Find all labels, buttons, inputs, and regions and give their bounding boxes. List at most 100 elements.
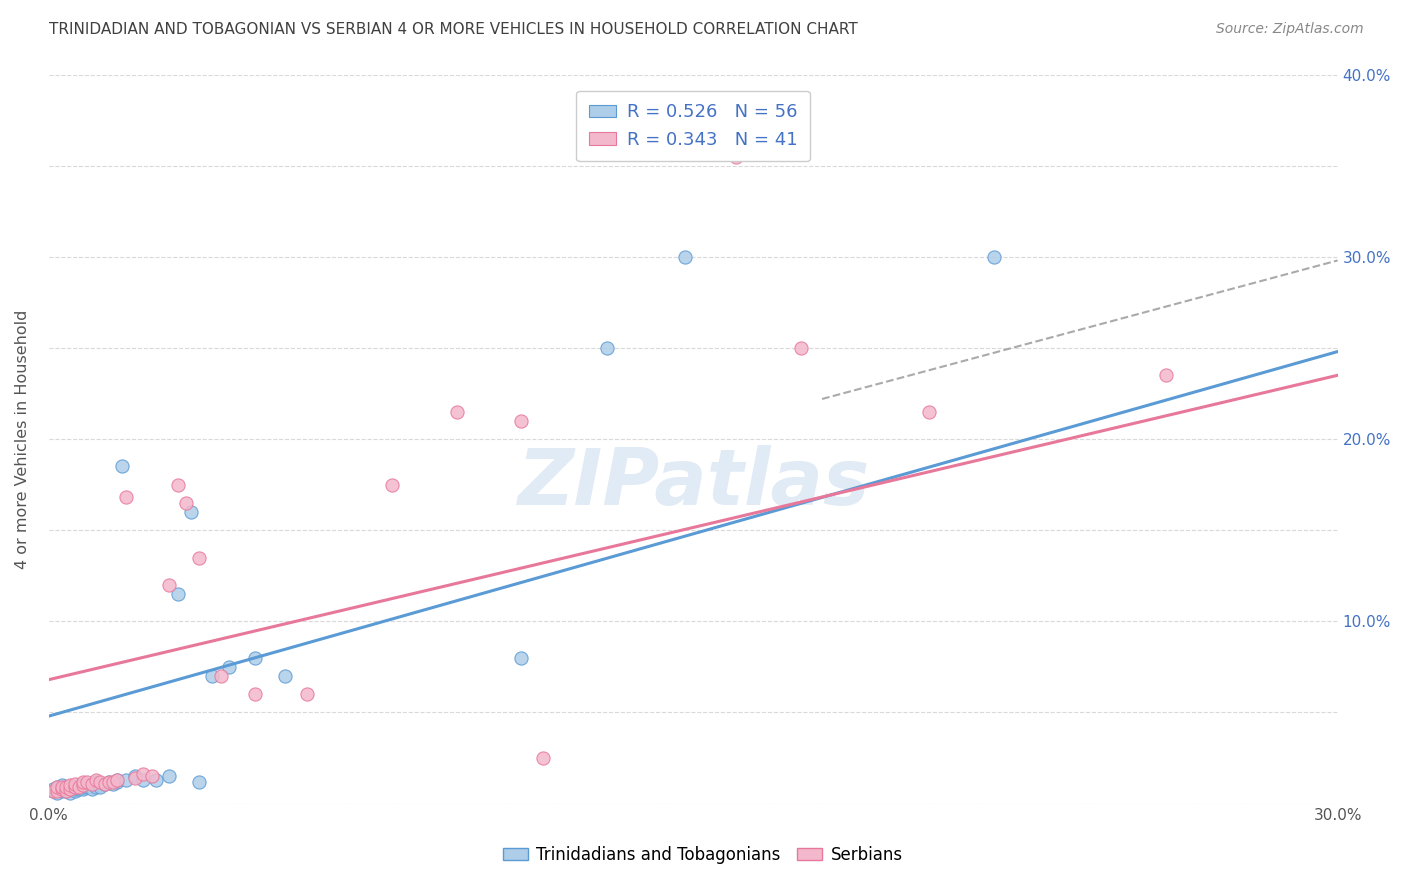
Point [132,767,155,781]
Text: Source: ZipAtlas.com: Source: ZipAtlas.com [1216,22,1364,37]
Point [76,774,98,789]
Point [76,780,98,795]
Point [531,751,554,765]
Point [132,772,155,787]
Point [84,772,107,787]
Point [381,477,404,491]
Point [51,780,73,795]
Point [789,341,811,355]
Point [89,780,111,795]
Point [59,782,82,797]
Point [295,687,318,701]
Point [84,774,107,789]
Point [59,782,82,797]
Point [80,780,103,795]
Point [93,776,115,790]
Point [80,776,103,790]
Text: TRINIDADIAN AND TOBAGONIAN VS SERBIAN 4 OR MORE VEHICLES IN HOUSEHOLD CORRELATIO: TRINIDADIAN AND TOBAGONIAN VS SERBIAN 4 … [49,22,858,37]
Point [115,491,138,505]
Point [59,786,82,800]
Point [107,772,129,787]
Point [42,782,65,797]
Point [166,587,188,601]
Point [80,782,103,797]
Point [55,780,77,795]
Legend: Trinidadians and Tobagonians, Serbians: Trinidadians and Tobagonians, Serbians [496,839,910,871]
Point [59,778,82,792]
Point [59,780,82,795]
Point [63,784,86,798]
Point [89,774,111,789]
Point [46,786,69,800]
Point [115,772,138,787]
Point [72,780,94,795]
Point [76,778,98,792]
Point [124,769,146,783]
Point [55,784,77,798]
Point [72,782,94,797]
Point [63,780,86,795]
Point [67,782,90,797]
Point [218,660,240,674]
Point [67,780,90,795]
Point [46,784,69,798]
Point [67,778,90,792]
Point [46,782,69,797]
Point [55,784,77,798]
Point [243,687,266,701]
Point [274,669,297,683]
Point [111,459,134,474]
Point [55,780,77,795]
Y-axis label: 4 or more Vehicles in Household: 4 or more Vehicles in Household [15,310,30,569]
Point [180,505,202,519]
Point [89,778,111,792]
Point [673,250,696,264]
Point [107,774,129,789]
Point [93,776,115,790]
Point [166,477,188,491]
Point [157,769,180,783]
Point [63,782,86,797]
Point [59,782,82,797]
Point [42,784,65,798]
Point [157,578,180,592]
Point [46,780,69,795]
Point [107,772,129,787]
Point [51,778,73,792]
Point [124,771,146,785]
Point [103,776,125,790]
Point [42,784,65,798]
Point [510,650,533,665]
Point [72,774,94,789]
Point [201,669,224,683]
Point [97,774,120,789]
Legend: R = 0.526   N = 56, R = 0.343   N = 41: R = 0.526 N = 56, R = 0.343 N = 41 [576,91,810,161]
Point [72,778,94,792]
Point [51,782,73,797]
Point [983,250,1005,264]
Point [67,780,90,795]
Point [46,780,69,795]
Point [243,650,266,665]
Text: ZIPatlas: ZIPatlas [517,445,869,521]
Point [67,780,90,795]
Point [55,782,77,797]
Point [188,550,211,565]
Point [84,780,107,795]
Point [80,778,103,792]
Point [51,782,73,797]
Point [918,405,941,419]
Point [141,769,163,783]
Point [174,496,197,510]
Point [188,774,211,789]
Point [725,149,748,163]
Point [596,341,619,355]
Point [1154,368,1177,383]
Point [103,774,125,789]
Point [209,669,232,683]
Point [51,784,73,798]
Point [446,405,468,419]
Point [97,774,120,789]
Point [72,778,94,792]
Point [145,772,167,787]
